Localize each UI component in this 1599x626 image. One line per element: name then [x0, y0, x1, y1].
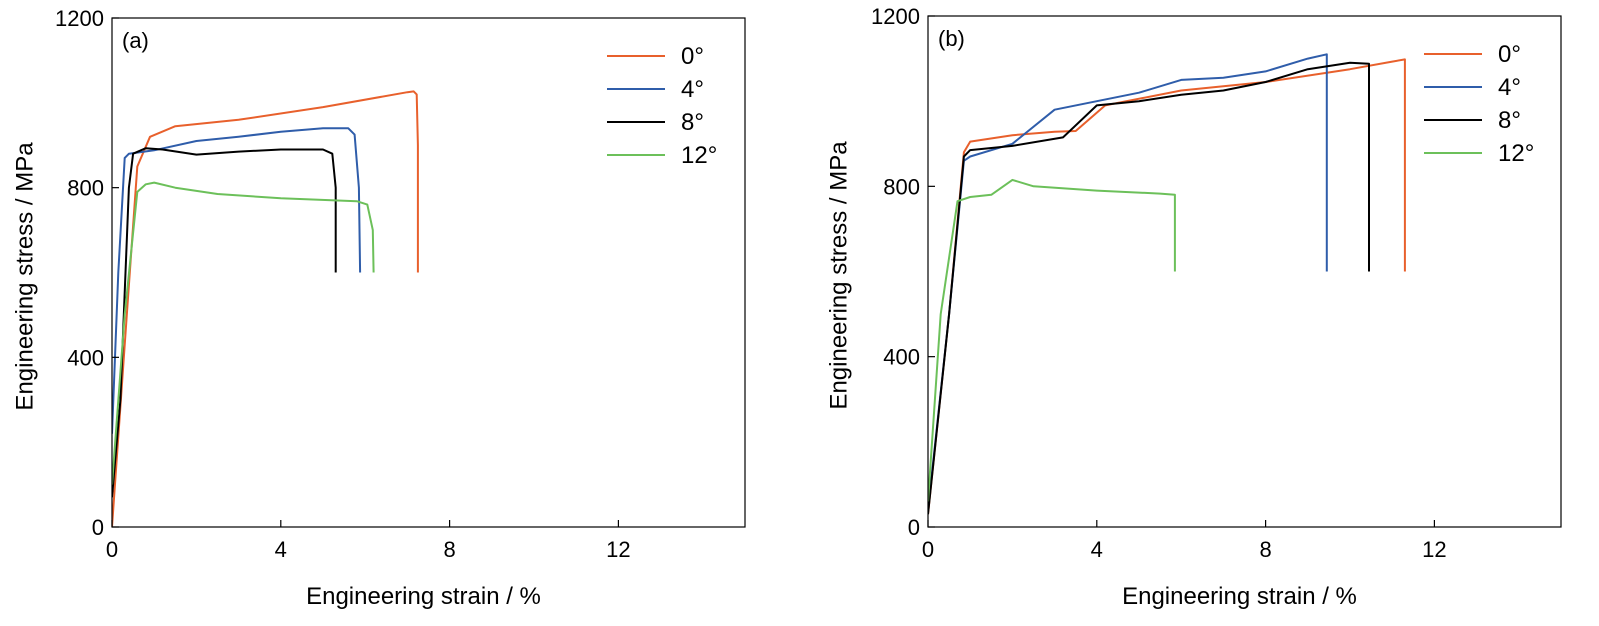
panel-label: (b) — [938, 26, 965, 51]
series-line-1 — [112, 127, 362, 434]
legend: 0° 4° 8° 12° — [607, 43, 717, 169]
x-axis-title: Engineering strain / % — [306, 583, 541, 610]
x-tick-label: 0 — [922, 537, 934, 562]
legend: 0° 4° 8° 12° — [1424, 41, 1534, 167]
series-line-0 — [112, 90, 419, 527]
y-tick-label: 800 — [883, 174, 920, 199]
legend-label: 8° — [681, 109, 704, 136]
legend-label: 4° — [681, 76, 704, 103]
series-line-1 — [928, 53, 1328, 511]
x-tick-label: 0 — [106, 537, 118, 562]
plot-frame — [927, 15, 1562, 528]
x-axis-title: Engineering strain / % — [1122, 583, 1357, 610]
x-tick-label: 12 — [1422, 537, 1446, 562]
x-tick-label: 12 — [606, 537, 630, 562]
x-tick-label: 4 — [275, 537, 287, 562]
y-axis-title: Engineering stress / MPa — [825, 141, 852, 410]
legend-label: 8° — [1498, 107, 1521, 134]
series-line-3 — [112, 181, 375, 485]
y-tick-label: 1200 — [55, 6, 104, 31]
y-tick-label: 400 — [883, 345, 920, 370]
panel-a: 0 4 8 12 0 400 800 1200 Engineering strain / % En… — [11, 6, 746, 610]
series-line-2 — [928, 61, 1370, 515]
y-tick-label: 0 — [92, 515, 104, 540]
series-group — [112, 90, 419, 527]
panel-label: (a) — [122, 28, 149, 53]
panel-b: 0 4 8 12 0 400 800 1200 Engineering strain / % En… — [825, 4, 1562, 610]
legend-label: 0° — [1498, 41, 1521, 68]
y-tick-label: 400 — [67, 345, 104, 370]
legend-label: 4° — [1498, 74, 1521, 101]
y-axis-title: Engineering stress / MPa — [11, 142, 38, 411]
x-tick-label: 8 — [1259, 537, 1271, 562]
x-tick-label: 4 — [1091, 537, 1103, 562]
legend-label: 0° — [681, 43, 704, 70]
legend-label: 12° — [681, 142, 717, 169]
series-line-3 — [928, 178, 1176, 502]
plot-frame — [111, 17, 746, 528]
series-line-2 — [112, 147, 337, 498]
x-tick-label: 8 — [443, 537, 455, 562]
series-line-0 — [928, 58, 1406, 515]
legend-label: 12° — [1498, 140, 1534, 167]
y-tick-label: 1200 — [871, 4, 920, 29]
y-tick-label: 800 — [67, 176, 104, 201]
series-group — [928, 53, 1406, 515]
y-tick-label: 0 — [908, 515, 920, 540]
